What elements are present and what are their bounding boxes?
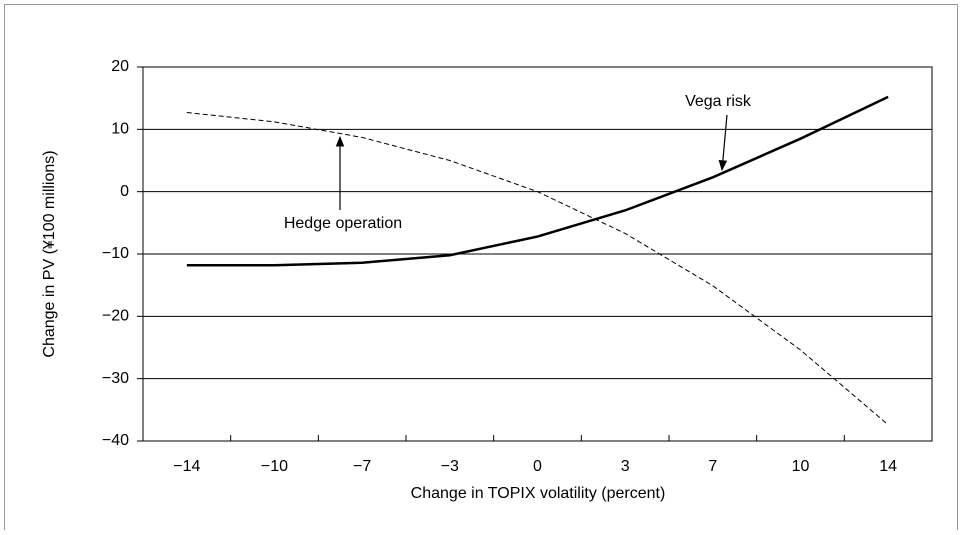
x-tick-label: 10 — [792, 458, 810, 475]
annotation-arrow — [718, 114, 728, 172]
y-axis-label: Change in PV (¥100 millions) — [41, 150, 58, 357]
y-tick-label: −30 — [102, 370, 129, 387]
annotation: Hedge operation — [284, 215, 402, 232]
y-tick-label: 10 — [111, 121, 129, 138]
x-tick-label: −3 — [441, 458, 459, 475]
x-tick-label: 0 — [533, 458, 542, 475]
x-axis-label: Change in TOPIX volatility (percent) — [411, 485, 666, 502]
x-tick-label: 14 — [879, 458, 897, 475]
x-tick-label: 3 — [621, 458, 630, 475]
y-tick-label: −10 — [102, 245, 129, 262]
y-tick-label: −20 — [102, 308, 129, 325]
plot-frame — [142, 66, 933, 442]
x-tick-label: 7 — [708, 458, 717, 475]
y-tick-label: 20 — [111, 58, 129, 75]
y-tick-label: 0 — [120, 183, 129, 200]
y-tick-label: −40 — [102, 432, 129, 449]
series-line — [186, 95, 889, 267]
series-line — [186, 112, 889, 426]
x-tick-label: −7 — [353, 458, 371, 475]
frame — [4, 4, 958, 535]
annotation: Vega risk — [685, 93, 752, 110]
x-tick-label: −10 — [261, 458, 288, 475]
x-tick-label: −14 — [173, 458, 200, 475]
